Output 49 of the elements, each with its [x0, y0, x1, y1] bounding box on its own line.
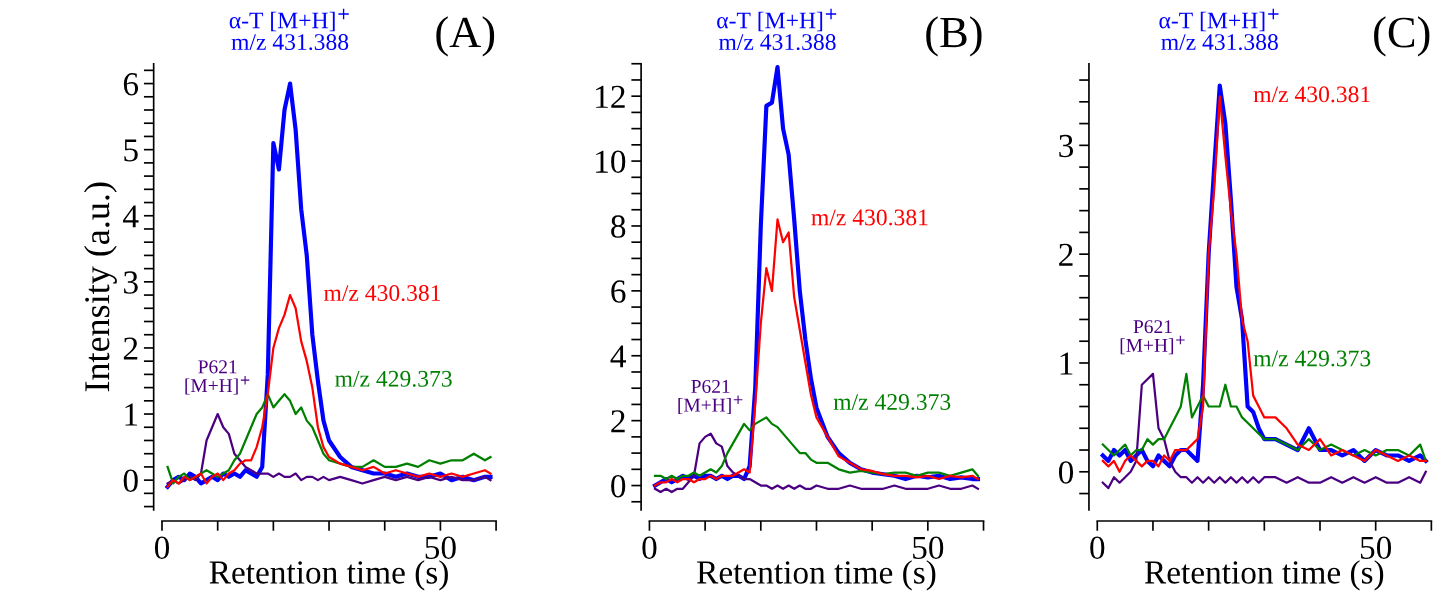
line-series [653, 416, 980, 481]
x-tick-label: 50 [913, 536, 944, 560]
series-label: α-T [M+H]$^{+}$ m/z 431.388 [717, 8, 837, 51]
y-tick-label: 4 [123, 205, 139, 228]
y-tick-label: 8 [611, 215, 626, 238]
y-axis-title: Intensity (a.u.) [84, 182, 117, 392]
x-tick-label: 50 [1360, 536, 1392, 560]
line-series [653, 432, 980, 494]
series-label: m/z 430.381 [1253, 86, 1370, 103]
y-tick-label: 0 [123, 469, 138, 493]
series-label: m/z 430.381 [323, 285, 441, 302]
y-tick-label: 2 [123, 337, 138, 360]
y-tick-label: 2 [611, 410, 625, 433]
line-series [1101, 372, 1427, 490]
y-tick-label: 1 [1060, 352, 1073, 375]
text: m/z 429.373 [833, 394, 951, 411]
x-tick-label: 0 [642, 536, 657, 560]
y-tick-label: 4 [610, 345, 626, 368]
text: α-T [M+H]$^{+}$ m/z 431.388 [229, 8, 349, 51]
chart-title: (A) [436, 16, 495, 57]
x-tick-label: 50 [425, 536, 456, 560]
y-tick-label: 12 [596, 85, 625, 108]
x-tick-label: 0 [1090, 536, 1105, 560]
line-series [1101, 372, 1427, 463]
x-tick-label: 0 [154, 536, 170, 560]
x-axis-title: Retention time (s) [209, 560, 448, 591]
line-series [166, 393, 492, 485]
chart-title: (C) [1374, 16, 1430, 57]
y-tick-label: 6 [611, 280, 626, 303]
y-tick-label: 3 [124, 271, 138, 294]
series-label: P621 [M+H]$^{+}$ [678, 379, 743, 415]
series-label: m/z 429.373 [335, 370, 452, 387]
series-label: P621 [M+H]$^{+}$ [185, 360, 250, 395]
y-tick-label: 10 [596, 150, 626, 173]
y-tick-label: 0 [611, 474, 626, 498]
y-tick-label: 5 [124, 139, 138, 162]
x-axis-title: Retention time (s) [1144, 560, 1384, 591]
line-series [166, 412, 492, 485]
y-tick-label: 3 [1059, 134, 1074, 158]
series-label: P621 [M+H]$^{+}$ [1120, 320, 1185, 355]
y-tick-label: 0 [1058, 461, 1074, 484]
series-label: m/z 430.381 [811, 209, 928, 226]
text: α-T [M+H]$^{+}$ m/z 431.388 [1159, 8, 1279, 51]
y-tick-label: 2 [1059, 243, 1073, 266]
series-label: m/z 429.373 [1253, 350, 1371, 367]
x-axis-title: Retention time (s) [697, 560, 936, 591]
chart-title: (B) [926, 16, 982, 57]
y-tick-label: 1 [125, 403, 138, 426]
y-tick-label: 6 [123, 73, 139, 96]
